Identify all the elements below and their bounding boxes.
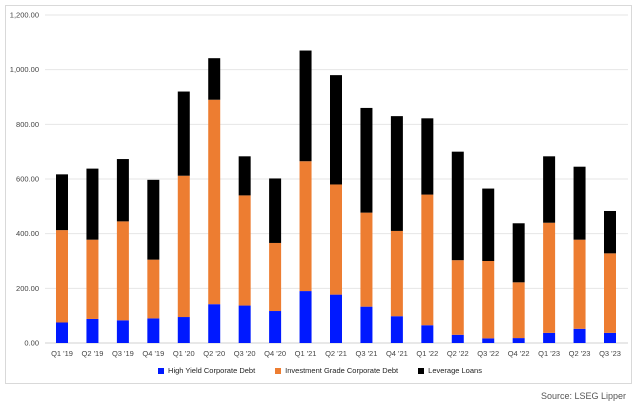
bar-investment-grade-corporate-debt bbox=[56, 230, 68, 323]
bar-leverage-loans bbox=[116, 159, 129, 222]
bar-high-yield-corporate-debt bbox=[390, 316, 403, 343]
bar-high-yield-corporate-debt bbox=[604, 332, 616, 343]
x-tick-label: Q1 '21 bbox=[295, 349, 317, 358]
x-tick-label: Q4 '21 bbox=[386, 349, 408, 358]
bar-high-yield-corporate-debt bbox=[299, 291, 312, 343]
x-tick-label: Q3 '20 bbox=[234, 349, 256, 358]
bar-high-yield-corporate-debt bbox=[177, 317, 190, 343]
bar-investment-grade-corporate-debt bbox=[604, 253, 616, 333]
bar-investment-grade-corporate-debt bbox=[360, 212, 373, 307]
y-tick-label: 200.00 bbox=[16, 284, 39, 293]
bar-high-yield-corporate-debt bbox=[330, 294, 342, 343]
bar-high-yield-corporate-debt bbox=[56, 322, 68, 343]
legend-label: Leverage Loans bbox=[428, 366, 482, 375]
bar-leverage-loans bbox=[86, 168, 99, 240]
legend-item: High Yield Corporate Debt bbox=[158, 366, 255, 375]
bar-leverage-loans bbox=[177, 91, 190, 176]
bar-leverage-loans bbox=[543, 156, 556, 223]
x-tick-label: Q3 '23 bbox=[599, 349, 621, 358]
x-tick-label: Q2 '21 bbox=[325, 349, 347, 358]
legend-item: Investment Grade Corporate Debt bbox=[275, 366, 398, 375]
bar-high-yield-corporate-debt bbox=[238, 305, 251, 343]
x-tick-label: Q2 '19 bbox=[82, 349, 104, 358]
bar-investment-grade-corporate-debt bbox=[116, 221, 129, 321]
bar-investment-grade-corporate-debt bbox=[512, 282, 525, 339]
legend: High Yield Corporate Debt Investment Grad… bbox=[0, 366, 640, 376]
bar-high-yield-corporate-debt bbox=[573, 328, 586, 343]
x-tick-label: Q1 '20 bbox=[173, 349, 195, 358]
bar-investment-grade-corporate-debt bbox=[269, 242, 282, 312]
bar-leverage-loans bbox=[421, 118, 434, 195]
y-tick-label: 600.00 bbox=[16, 175, 39, 184]
bar-investment-grade-corporate-debt bbox=[177, 175, 190, 318]
bar-high-yield-corporate-debt bbox=[360, 306, 373, 343]
bar-investment-grade-corporate-debt bbox=[299, 161, 312, 292]
source-note: Source: LSEG Lipper bbox=[540, 391, 626, 401]
x-tick-label: Q2 '20 bbox=[203, 349, 225, 358]
x-tick-label: Q1 '19 bbox=[51, 349, 73, 358]
bar-high-yield-corporate-debt bbox=[208, 304, 221, 343]
bar-high-yield-corporate-debt bbox=[86, 318, 99, 343]
y-tick-label: 1,000.00 bbox=[10, 65, 39, 74]
bar-investment-grade-corporate-debt bbox=[330, 184, 342, 295]
bar-leverage-loans bbox=[451, 151, 464, 261]
bar-high-yield-corporate-debt bbox=[147, 318, 160, 343]
y-tick-label: 1,200.00 bbox=[10, 11, 39, 20]
bar-high-yield-corporate-debt bbox=[482, 338, 495, 343]
x-tick-label: Q4 '19 bbox=[142, 349, 164, 358]
x-tick-label: Q1 '22 bbox=[416, 349, 438, 358]
legend-swatch bbox=[418, 367, 425, 374]
x-tick-label: Q2 '23 bbox=[569, 349, 591, 358]
bar-investment-grade-corporate-debt bbox=[543, 222, 556, 333]
y-tick-label: 400.00 bbox=[16, 229, 39, 238]
legend-swatch bbox=[275, 367, 282, 374]
y-tick-label: 0.00 bbox=[24, 339, 39, 348]
bar-leverage-loans bbox=[512, 223, 525, 283]
bar-investment-grade-corporate-debt bbox=[573, 239, 586, 329]
bar-investment-grade-corporate-debt bbox=[390, 230, 403, 317]
bar-leverage-loans bbox=[299, 50, 312, 162]
bar-investment-grade-corporate-debt bbox=[86, 239, 99, 319]
bar-investment-grade-corporate-debt bbox=[482, 261, 495, 339]
bar-leverage-loans bbox=[269, 178, 282, 243]
bar-leverage-loans bbox=[147, 179, 160, 260]
x-tick-label: Q1 '23 bbox=[538, 349, 560, 358]
bar-investment-grade-corporate-debt bbox=[238, 195, 251, 306]
bar-leverage-loans bbox=[360, 107, 373, 213]
legend-label: High Yield Corporate Debt bbox=[168, 366, 256, 375]
legend-item: Leverage Loans bbox=[418, 366, 482, 375]
bar-investment-grade-corporate-debt bbox=[208, 99, 221, 305]
bar-leverage-loans bbox=[482, 188, 495, 261]
bar-leverage-loans bbox=[573, 166, 586, 240]
bar-high-yield-corporate-debt bbox=[116, 320, 129, 343]
bar-leverage-loans bbox=[56, 174, 68, 231]
legend-swatch bbox=[158, 367, 165, 374]
bar-high-yield-corporate-debt bbox=[451, 334, 464, 343]
x-tick-label: Q4 '22 bbox=[508, 349, 530, 358]
x-tick-label: Q3 '21 bbox=[356, 349, 378, 358]
bar-high-yield-corporate-debt bbox=[269, 311, 282, 343]
y-tick-label: 800.00 bbox=[16, 120, 39, 129]
bar-leverage-loans bbox=[604, 210, 616, 254]
bar-investment-grade-corporate-debt bbox=[147, 259, 160, 319]
bar-investment-grade-corporate-debt bbox=[451, 260, 464, 335]
bar-high-yield-corporate-debt bbox=[421, 325, 434, 343]
x-tick-label: Q3 '22 bbox=[477, 349, 499, 358]
bar-leverage-loans bbox=[238, 156, 251, 196]
bar-high-yield-corporate-debt bbox=[543, 332, 556, 343]
chart-frame bbox=[5, 5, 632, 384]
bar-high-yield-corporate-debt bbox=[512, 338, 525, 343]
bar-leverage-loans bbox=[390, 116, 403, 231]
x-tick-label: Q4 '20 bbox=[264, 349, 286, 358]
bar-investment-grade-corporate-debt bbox=[421, 194, 434, 326]
x-tick-label: Q2 '22 bbox=[447, 349, 469, 358]
bar-leverage-loans bbox=[208, 58, 221, 100]
x-tick-label: Q3 '19 bbox=[112, 349, 134, 358]
bar-leverage-loans bbox=[330, 75, 342, 185]
legend-label: Investment Grade Corporate Debt bbox=[285, 366, 399, 375]
